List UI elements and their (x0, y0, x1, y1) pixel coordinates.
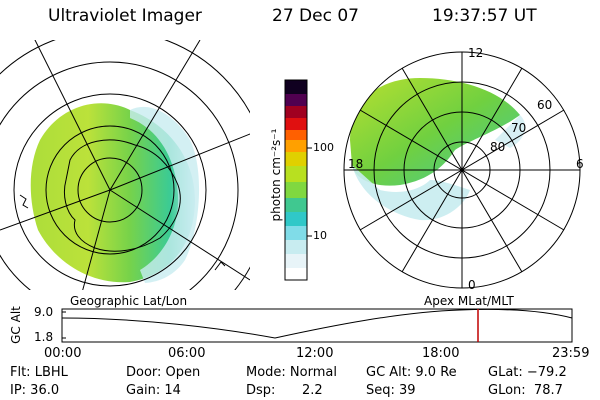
time-tick: 00:00 (44, 346, 82, 361)
aurora-fringe-apex (495, 115, 526, 148)
colorbar-tick-10: 10 (313, 229, 327, 242)
colorbar-unit-label: photon cm⁻²s⁻¹ (269, 128, 283, 222)
mlt-label-12: 12 (468, 46, 484, 60)
lon-line (109, 40, 201, 191)
door-status: Door: Open (126, 365, 201, 380)
lat-circle (77, 157, 143, 223)
lon-line (34, 40, 111, 191)
colorbar (284, 79, 312, 281)
instrument-title: Ultraviolet Imager (48, 6, 202, 26)
glat-status: GLat: −79.2 (488, 365, 567, 380)
mode-status: Mode: Normal (246, 365, 337, 380)
time-tick: 06:00 (168, 346, 206, 361)
lon-line (109, 133, 250, 191)
aurora-oval-geographic (30, 103, 196, 283)
seq-status: Seq: 39 (366, 383, 416, 398)
lat-circle (45, 125, 175, 255)
altitude-curve (61, 308, 573, 339)
lon-line (0, 189, 111, 231)
dsp-label: Dsp: (246, 383, 276, 398)
apex-polar-plot (343, 51, 581, 289)
altitude-ylabel: GC Alt (9, 306, 23, 344)
geographic-map (0, 40, 250, 290)
mlt-label-18: 18 (348, 157, 364, 171)
mlat-label-80: 80 (490, 140, 506, 154)
time-tick: 12:00 (296, 346, 334, 361)
lon-line (82, 189, 111, 290)
lat-circle (13, 93, 207, 287)
mlt-label-0: 0 (468, 278, 476, 292)
lon-line (109, 189, 250, 281)
antarctica-coastline (63, 139, 181, 252)
aurora-fringe-geographic (130, 106, 200, 283)
mlat-label-70: 70 (511, 121, 527, 135)
coastline-fragment (19, 194, 29, 209)
coastline-fragment (214, 261, 226, 271)
aurora-oval-apex (350, 78, 520, 186)
gc-alt-status: GC Alt: 9.0 Re (366, 365, 457, 380)
mlat-label-60: 60 (537, 98, 553, 112)
ip-status: IP: 36.0 (10, 383, 60, 398)
time-tick: 23:59 (552, 346, 590, 361)
date-label: 27 Dec 07 (272, 6, 359, 26)
geographic-caption: Geographic Lat/Lon (70, 294, 188, 308)
altitude-ytick-top: 9.0 (34, 305, 54, 319)
dsp-value: 2.2 (302, 383, 323, 398)
time-label: 19:37:57 UT (432, 6, 537, 26)
altitude-ytick-bottom: 1.8 (34, 330, 54, 344)
mlt-label-6: 6 (576, 157, 584, 171)
altitude-plot (61, 308, 573, 343)
glon-status: GLon: 78.7 (488, 383, 563, 398)
gain-status: Gain: 14 (126, 383, 181, 398)
time-tick: 18:00 (422, 346, 460, 361)
lat-circle (0, 61, 239, 290)
colorbar-tick-100: 100 (313, 141, 334, 154)
filter-status: Flt: LBHL (10, 365, 68, 380)
apex-caption: Apex MLat/MLT (424, 294, 514, 308)
